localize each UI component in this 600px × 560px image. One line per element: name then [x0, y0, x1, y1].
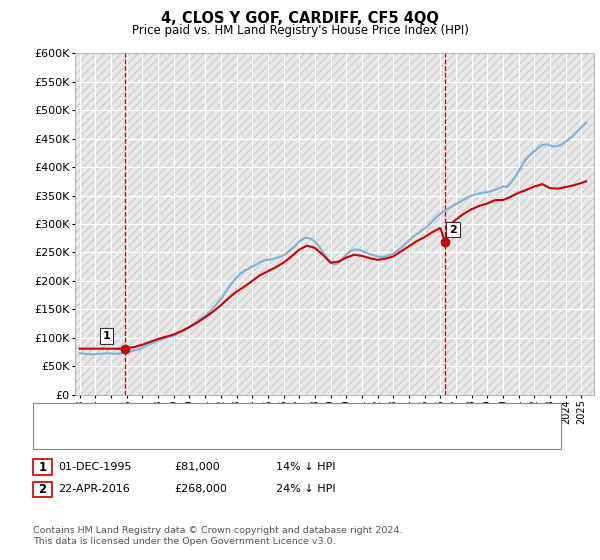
Text: £268,000: £268,000 — [174, 484, 227, 494]
Text: 24% ↓ HPI: 24% ↓ HPI — [276, 484, 335, 494]
Text: 2: 2 — [38, 483, 47, 496]
Text: £81,000: £81,000 — [174, 462, 220, 472]
Text: 14% ↓ HPI: 14% ↓ HPI — [276, 462, 335, 472]
Text: 1: 1 — [38, 460, 47, 474]
Text: 2: 2 — [449, 225, 457, 235]
Text: 22-APR-2016: 22-APR-2016 — [58, 484, 130, 494]
Text: Price paid vs. HM Land Registry's House Price Index (HPI): Price paid vs. HM Land Registry's House … — [131, 24, 469, 36]
Text: 4, CLOS Y GOF, CARDIFF, CF5 4QQ (detached house): 4, CLOS Y GOF, CARDIFF, CF5 4QQ (detache… — [76, 411, 365, 421]
Text: 01-DEC-1995: 01-DEC-1995 — [58, 462, 132, 472]
Text: 4, CLOS Y GOF, CARDIFF, CF5 4QQ: 4, CLOS Y GOF, CARDIFF, CF5 4QQ — [161, 11, 439, 26]
Text: Contains HM Land Registry data © Crown copyright and database right 2024.
This d: Contains HM Land Registry data © Crown c… — [33, 526, 403, 546]
Text: HPI: Average price, detached house, Cardiff: HPI: Average price, detached house, Card… — [76, 433, 315, 442]
Text: 1: 1 — [103, 331, 110, 341]
